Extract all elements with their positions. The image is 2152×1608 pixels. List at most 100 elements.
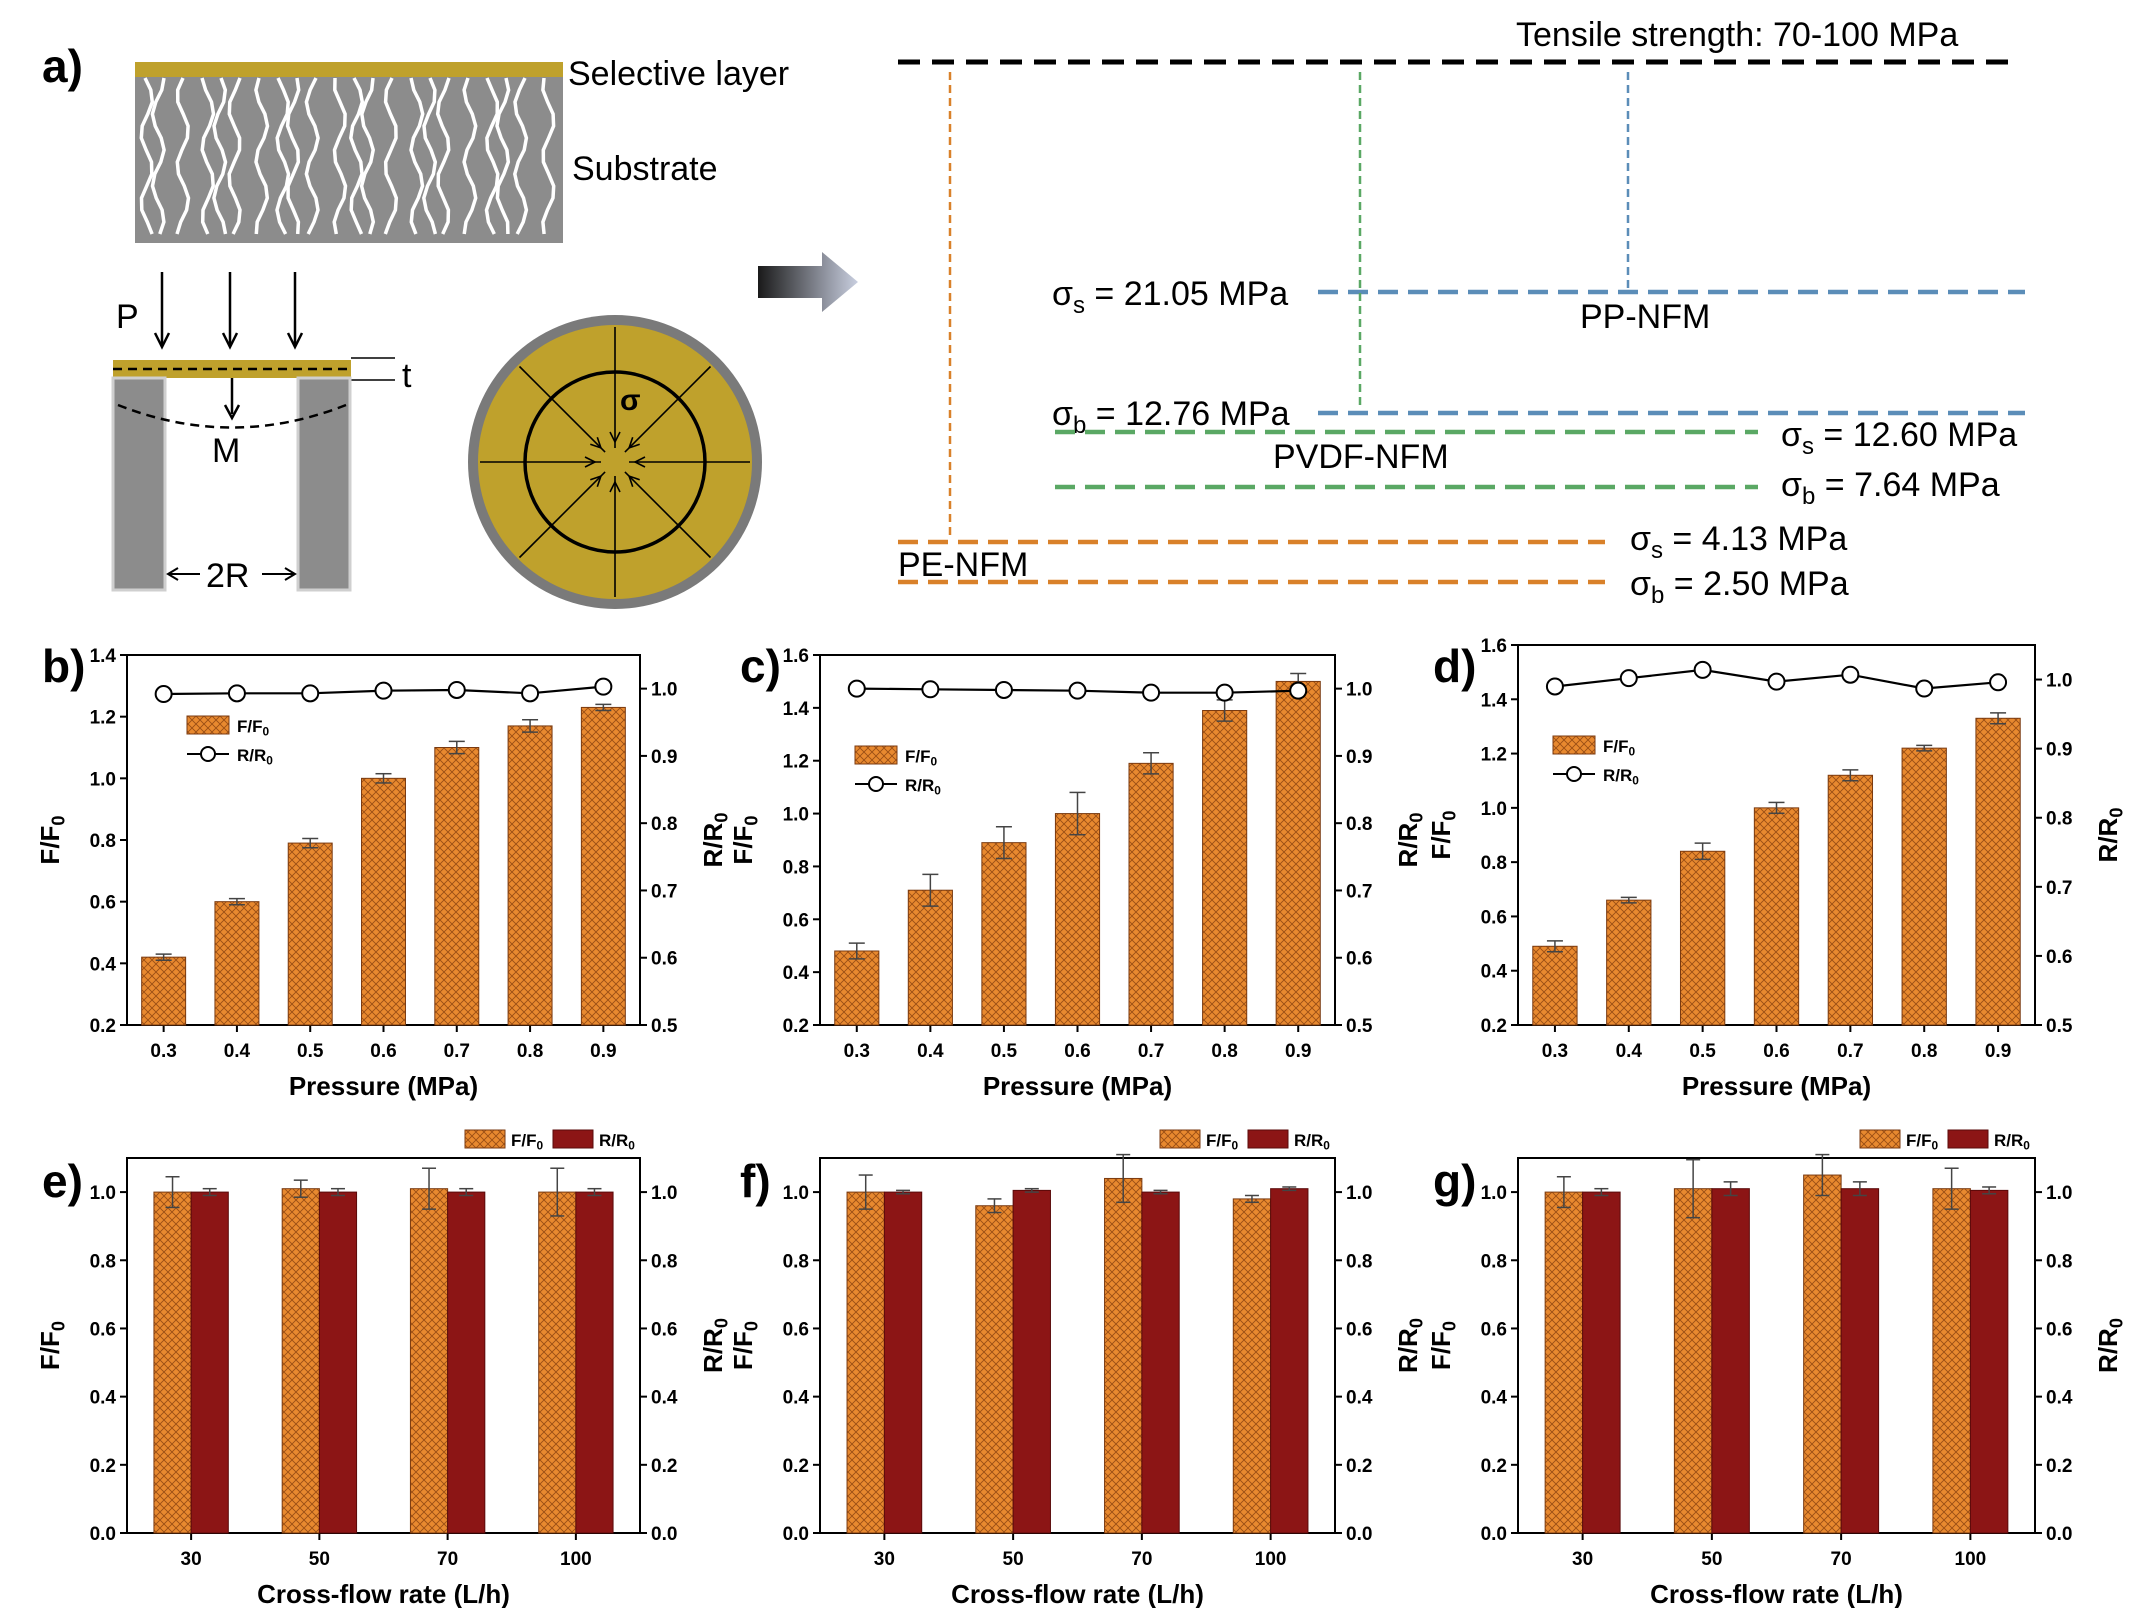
x-tick-label: 0.4 bbox=[917, 1041, 944, 1062]
pore-channel bbox=[175, 77, 191, 235]
legend-label-ff0: F/F0 bbox=[237, 717, 270, 739]
y2-tick-label: 0.6 bbox=[1346, 1319, 1372, 1340]
panel-label: d) bbox=[1433, 640, 1476, 692]
bar-ff0 bbox=[1104, 1177, 1143, 1534]
bar-ff0 bbox=[1606, 899, 1652, 1026]
pore-channel bbox=[435, 77, 451, 235]
y-axis-label: F/F0 bbox=[1426, 1321, 1459, 1370]
y-tick-label: 1.4 bbox=[783, 699, 810, 720]
bar-rr0 bbox=[1270, 1188, 1309, 1534]
y2-tick-label: 0.9 bbox=[1346, 747, 1372, 768]
y2-tick-label: 1.0 bbox=[2046, 671, 2072, 692]
y-tick-label: 0.0 bbox=[783, 1524, 809, 1545]
legend-marker-rr0 bbox=[868, 776, 884, 792]
panel-a: a) Selective layer Substrate P t M bbox=[42, 16, 2025, 609]
y2-tick-label: 0.5 bbox=[1346, 1016, 1373, 1037]
x-tick-label: 0.3 bbox=[1542, 1041, 1568, 1062]
y-axis-label: F/F0 bbox=[35, 1321, 68, 1370]
pvdf-nfm-label: PVDF-NFM bbox=[1273, 438, 1449, 476]
pressure-label: P bbox=[116, 298, 139, 336]
pore-channel bbox=[139, 77, 155, 235]
chart-panel-f: f) 0.0 0.2 0.4 0.6 0.8 1.0 0.0 0.2 0.4 0.6 0.8 1.0 30… bbox=[728, 1129, 1426, 1608]
y-tick-label: 1.2 bbox=[90, 708, 116, 729]
y-tick-label: 1.0 bbox=[90, 769, 116, 790]
y-tick-label: 0.4 bbox=[90, 954, 117, 975]
bar-rr0 bbox=[1711, 1188, 1750, 1534]
bar-ff0 bbox=[538, 1191, 577, 1534]
bar-ff0 bbox=[1232, 1198, 1272, 1534]
pore-channel bbox=[359, 77, 376, 235]
y2-axis-label: R/R0 bbox=[698, 1318, 731, 1373]
legend-label-ff0: F/F0 bbox=[1906, 1131, 1939, 1153]
bar-ff0 bbox=[1679, 850, 1726, 1026]
x-tick-label: 70 bbox=[437, 1549, 458, 1570]
chart-panel-b: b) 0.2 0.4 0.6 0.8 1.0 1.2 1.4 0.5 0.6 0.7 0.8 0.9 1.… bbox=[35, 640, 731, 1101]
y-tick-label: 0.8 bbox=[90, 1251, 116, 1272]
pore-channel bbox=[421, 77, 438, 235]
x-tick-label: 50 bbox=[1003, 1549, 1024, 1570]
x-axis-label: Pressure (MPa) bbox=[983, 1071, 1172, 1101]
stress-spoke bbox=[518, 471, 606, 559]
y-tick-label: 0.0 bbox=[1481, 1524, 1507, 1545]
y2-tick-label: 0.4 bbox=[651, 1388, 678, 1409]
bar-ff0 bbox=[287, 842, 333, 1026]
x-tick-label: 0.3 bbox=[844, 1041, 870, 1062]
point-rr0 bbox=[154, 685, 173, 704]
bar-ff0 bbox=[1673, 1188, 1713, 1534]
bar-ff0 bbox=[1054, 813, 1101, 1026]
y2-tick-label: 0.2 bbox=[1346, 1456, 1372, 1477]
y2-tick-label: 0.6 bbox=[651, 949, 677, 970]
bar-ff0 bbox=[981, 842, 1027, 1026]
legend-swatch-ff0 bbox=[1552, 735, 1596, 755]
point-rr0 bbox=[1915, 679, 1934, 698]
y-tick-label: 0.2 bbox=[1481, 1456, 1507, 1477]
y-tick-label: 0.4 bbox=[1481, 1388, 1508, 1409]
y-tick-label: 0.0 bbox=[90, 1524, 116, 1545]
y2-tick-label: 0.8 bbox=[651, 814, 677, 835]
x-tick-label: 0.8 bbox=[517, 1041, 543, 1062]
y2-tick-label: 0.8 bbox=[651, 1251, 677, 1272]
panel-label-a: a) bbox=[42, 40, 83, 92]
y-tick-label: 0.4 bbox=[1481, 962, 1508, 983]
pore-channel bbox=[150, 77, 166, 235]
x-tick-label: 0.9 bbox=[1985, 1041, 2011, 1062]
pore-channel bbox=[254, 77, 270, 235]
x-tick-label: 0.8 bbox=[1911, 1041, 1937, 1062]
y-tick-label: 0.6 bbox=[783, 1319, 809, 1340]
pp-sigma-b-label: σb = 12.76 MPa bbox=[1052, 395, 1290, 439]
y-tick-label: 0.4 bbox=[783, 963, 810, 984]
y2-tick-label: 0.6 bbox=[1346, 949, 1372, 970]
panel-label: b) bbox=[42, 640, 85, 692]
x-tick-label: 0.5 bbox=[991, 1041, 1018, 1062]
bar-ff0 bbox=[214, 901, 260, 1026]
y-tick-label: 0.4 bbox=[783, 1388, 810, 1409]
x-tick-label: 30 bbox=[181, 1549, 202, 1570]
stress-arrowhead bbox=[627, 474, 640, 487]
plot-frame bbox=[126, 1157, 641, 1534]
legend-swatch-ff0 bbox=[464, 1129, 506, 1149]
selective-layer-label: Selective layer bbox=[568, 55, 789, 93]
y2-tick-label: 0.4 bbox=[2046, 1388, 2073, 1409]
pp-nfm-label: PP-NFM bbox=[1580, 298, 1710, 336]
stress-arrowhead bbox=[609, 431, 621, 444]
plot-frame bbox=[819, 1157, 1336, 1534]
point-rr0 bbox=[1215, 683, 1234, 702]
y2-tick-label: 0.2 bbox=[2046, 1456, 2072, 1477]
y-tick-label: 0.6 bbox=[90, 893, 116, 914]
bar-ff0 bbox=[141, 956, 187, 1026]
point-rr0 bbox=[521, 684, 540, 703]
pore-channel bbox=[275, 77, 291, 235]
y2-tick-label: 0.9 bbox=[651, 747, 677, 768]
y-tick-label: 0.8 bbox=[1481, 1251, 1507, 1272]
stress-spoke bbox=[624, 471, 712, 559]
bar-ff0 bbox=[1932, 1188, 1971, 1534]
legend-label-rr0: R/R0 bbox=[237, 746, 273, 768]
y-axis-label: F/F0 bbox=[1426, 810, 1459, 859]
y2-tick-label: 1.0 bbox=[1346, 680, 1372, 701]
bar-ff0 bbox=[1202, 710, 1248, 1026]
x-tick-label: 0.4 bbox=[1616, 1041, 1643, 1062]
bar-ff0 bbox=[975, 1205, 1014, 1534]
point-rr0 bbox=[594, 677, 613, 696]
stress-arrowhead bbox=[633, 456, 646, 468]
y2-tick-label: 0.8 bbox=[1346, 1251, 1372, 1272]
